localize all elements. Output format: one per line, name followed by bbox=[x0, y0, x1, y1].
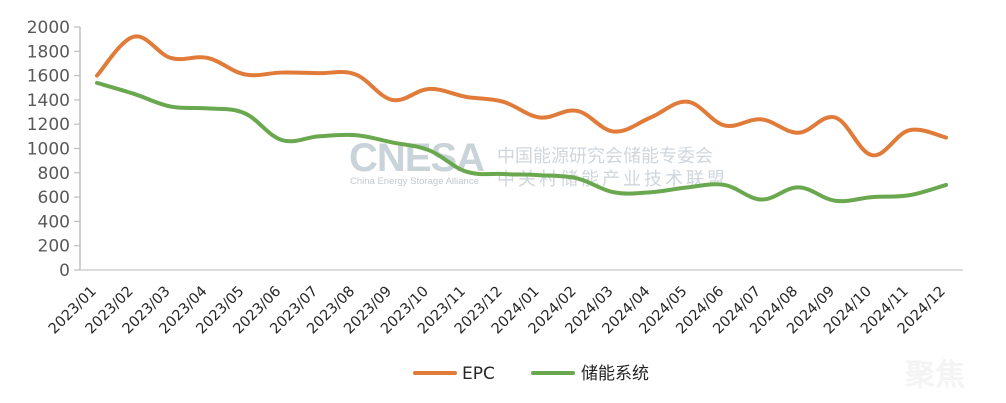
y-tick-label: 1400 bbox=[27, 91, 70, 111]
y-tick-label: 800 bbox=[38, 164, 70, 184]
storage-system-line bbox=[95, 80, 948, 204]
legend-label: 储能系统 bbox=[581, 364, 649, 384]
legend-item-storage-system[interactable]: 储能系统 bbox=[531, 364, 649, 384]
epc-line bbox=[95, 34, 948, 158]
series-lines bbox=[95, 34, 948, 204]
watermark-logo: CNESA bbox=[349, 136, 484, 180]
legend-item-epc[interactable]: EPC bbox=[413, 364, 495, 384]
y-tick-label: 1000 bbox=[27, 140, 70, 160]
y-axis: 0 200 400 600 800 1000 1200 1400 1600 1800 2000 bbox=[27, 18, 81, 281]
watermark-subtitle: China Energy Storage Alliance bbox=[350, 176, 479, 187]
y-tick-label: 1200 bbox=[27, 115, 70, 135]
y-tick-label: 1600 bbox=[27, 67, 70, 87]
y-tick-label: 2000 bbox=[27, 18, 70, 38]
y-tick-label: 0 bbox=[59, 261, 70, 281]
legend-label: EPC bbox=[462, 364, 495, 384]
y-tick-label: 400 bbox=[38, 212, 70, 232]
watermark-line1: 中国能源研究会储能专委会 bbox=[497, 146, 713, 167]
x-axis: 2023/012023/022023/032023/042023/052023/… bbox=[46, 269, 963, 337]
y-tick-label: 600 bbox=[38, 188, 70, 208]
legend: EPC 储能系统 bbox=[413, 364, 649, 384]
y-tick-label: 1800 bbox=[27, 42, 70, 62]
corner-watermark: 聚焦 bbox=[904, 358, 965, 393]
y-tick-label: 200 bbox=[38, 237, 70, 257]
